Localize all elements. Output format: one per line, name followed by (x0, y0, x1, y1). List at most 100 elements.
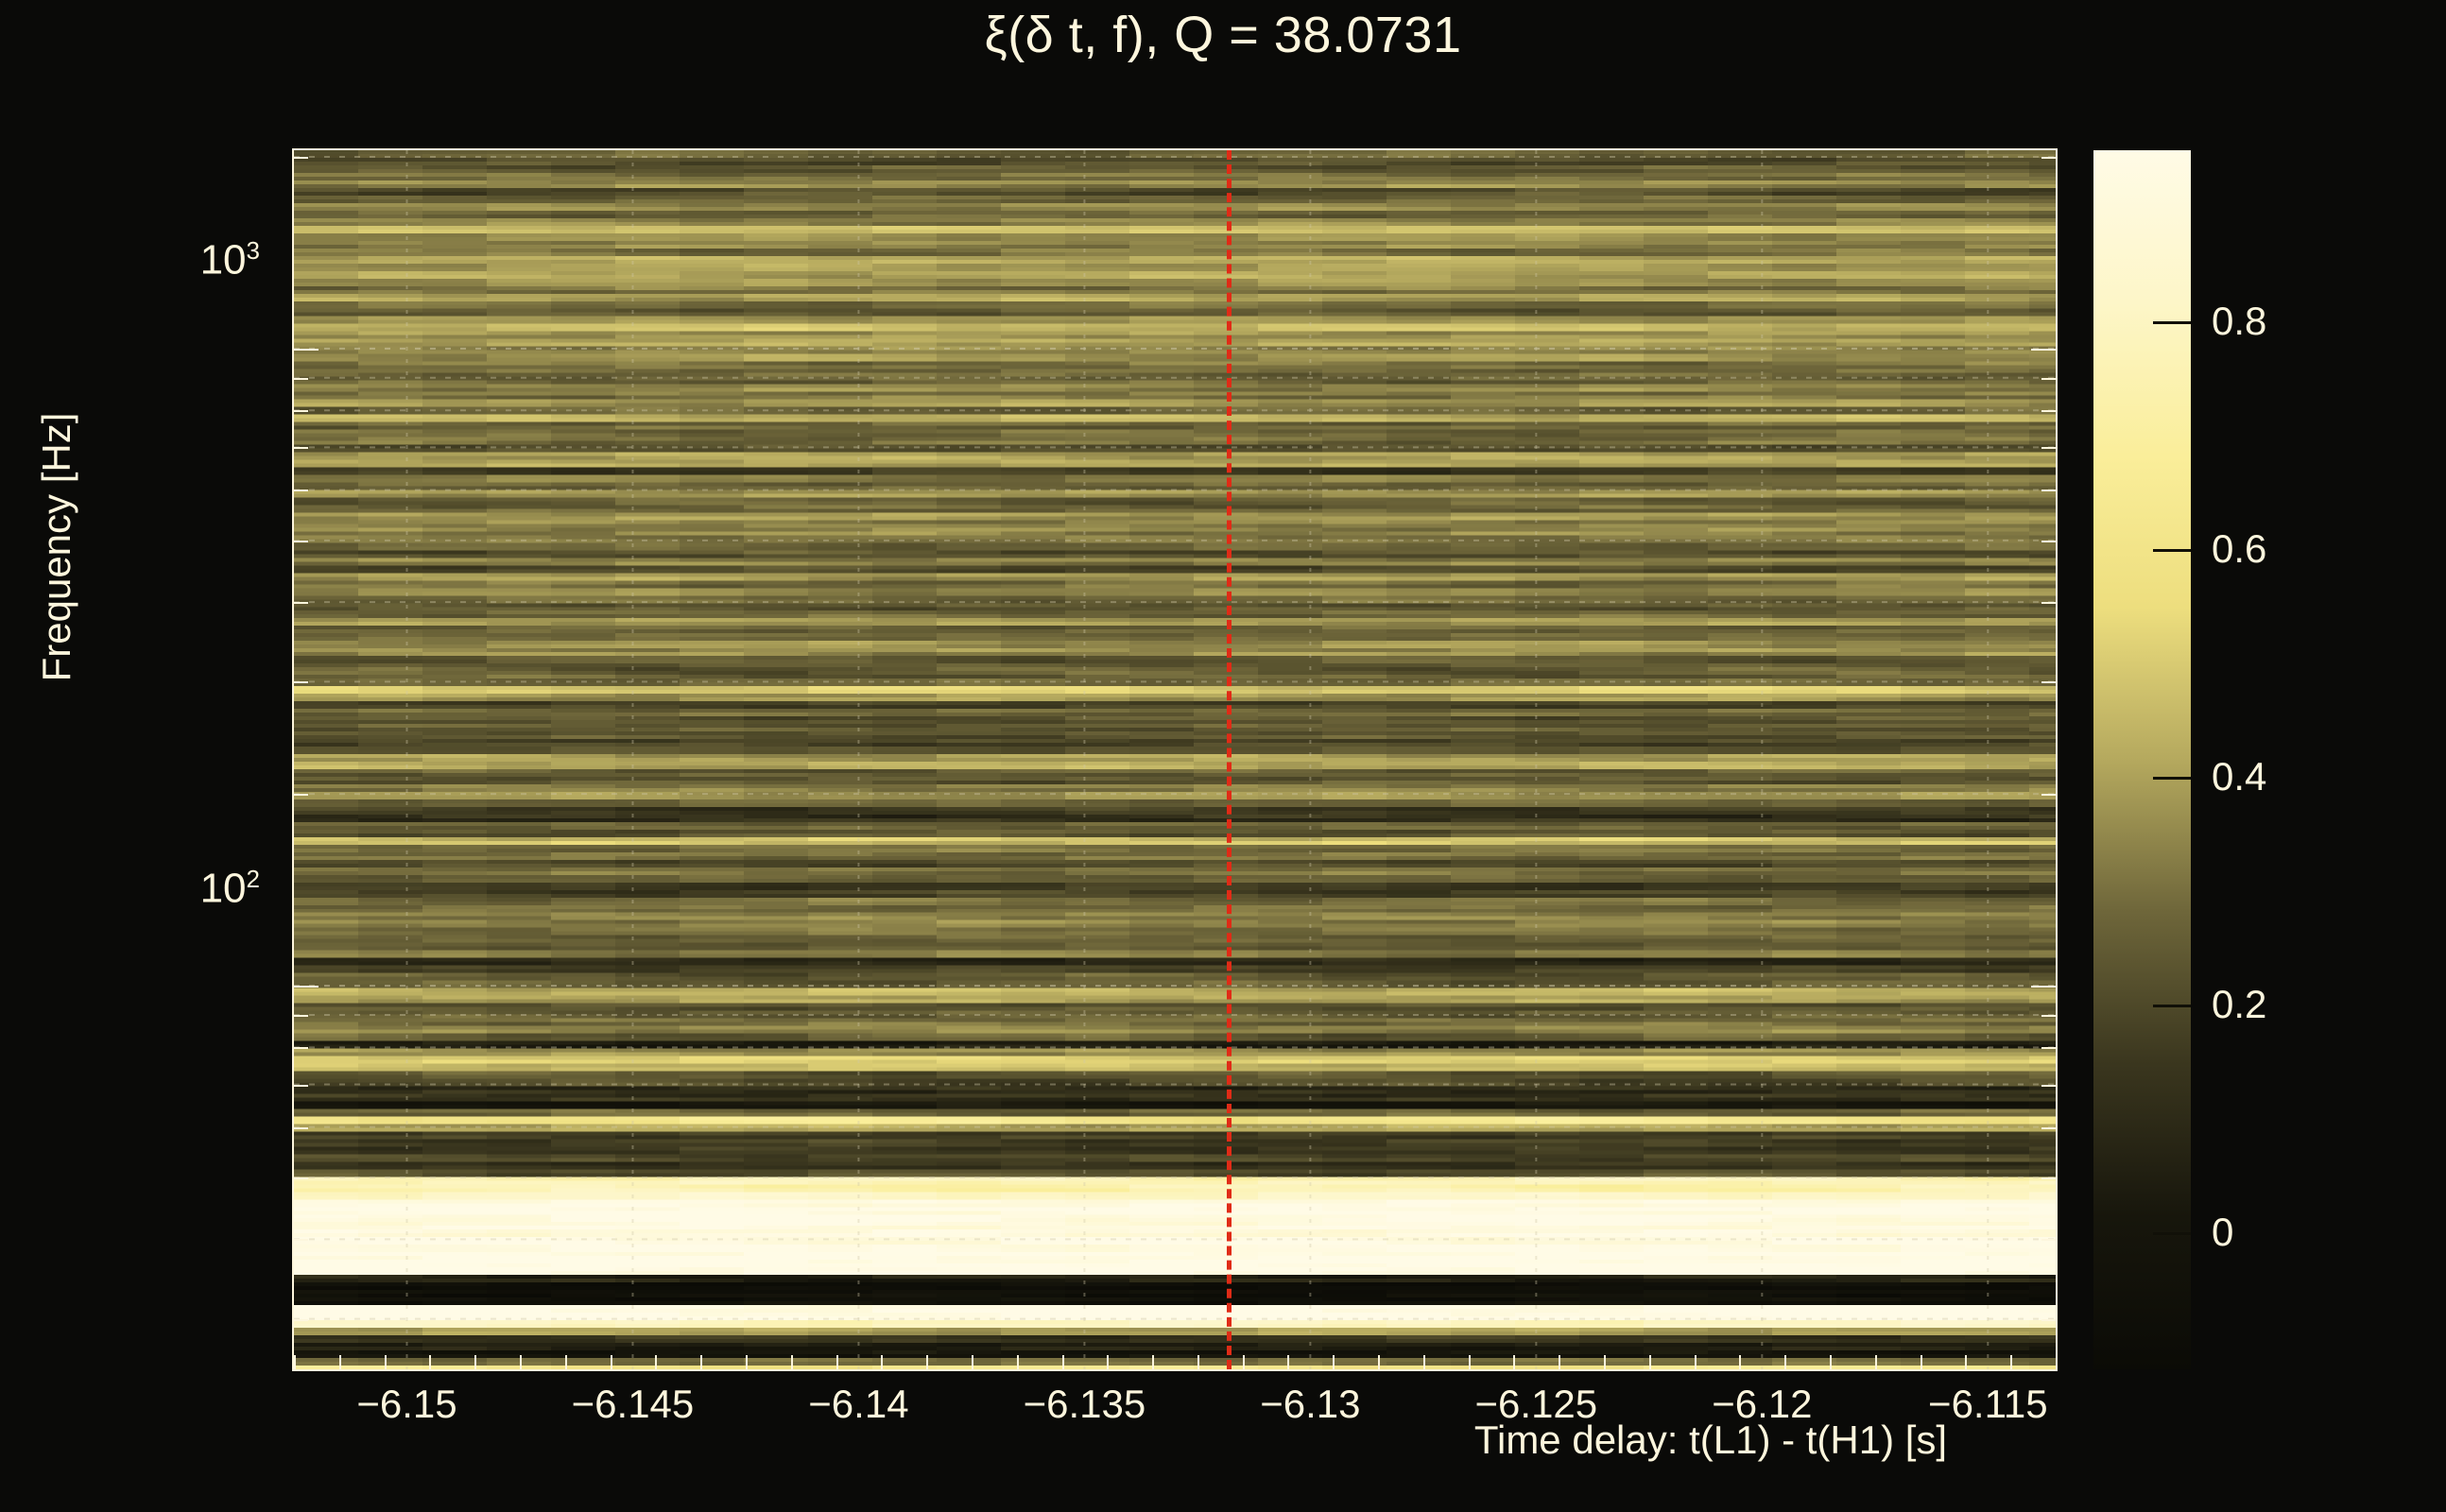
page-title: ξ(δ t, f), Q = 38.0731 (984, 7, 1462, 63)
y-minor-tick (294, 602, 308, 605)
y-minor-tick (294, 410, 308, 413)
x-tick-label: −6.135 (1023, 1382, 1146, 1426)
x-minor-tick (1694, 1355, 1697, 1369)
x-minor-tick (1739, 1355, 1742, 1369)
y-major-tick (294, 986, 319, 988)
x-tick-label: −6.125 (1474, 1382, 1598, 1426)
x-minor-tick (1513, 1355, 1516, 1369)
x-minor-tick (519, 1355, 522, 1369)
y-tick-right (2041, 410, 2056, 413)
heatmap-image (294, 150, 2056, 1369)
y-tick-right (2041, 1239, 2056, 1242)
colorbar-gradient (2093, 150, 2191, 1369)
y-minor-tick (294, 794, 308, 797)
y-tick-right (2031, 348, 2056, 351)
x-minor-tick (835, 1355, 838, 1369)
x-minor-tick (1378, 1355, 1381, 1369)
x-minor-tick (700, 1355, 703, 1369)
y-minor-tick (294, 156, 308, 159)
x-minor-tick (1604, 1355, 1607, 1369)
y-major-tick (294, 348, 319, 351)
x-minor-tick (1648, 1355, 1651, 1369)
colorbar[interactable]: 0.8 0.6 0.4 0.2 0 (2093, 150, 2266, 1369)
x-tick-label: −6.13 (1260, 1382, 1361, 1426)
y-minor-tick (294, 1084, 308, 1087)
colorbar-tick-label: 0.2 (2212, 982, 2267, 1027)
x-tick-label: −6.115 (1928, 1382, 2048, 1426)
x-minor-tick (1965, 1355, 1968, 1369)
x-axis-label: Time delay: t(L1) - t(H1) [s] (1473, 1418, 1948, 1462)
x-minor-tick (881, 1355, 884, 1369)
x-tick-label: −6.12 (1712, 1382, 1813, 1426)
y-tick-right (2041, 794, 2056, 797)
x-minor-tick (2056, 1355, 2058, 1369)
x-minor-tick (1422, 1355, 1425, 1369)
y-minor-tick (294, 681, 308, 684)
y-tick-right (2041, 377, 2056, 380)
y-tick-right (2041, 490, 2056, 492)
y-tick-right (2041, 1047, 2056, 1050)
x-minor-tick (1559, 1355, 1561, 1369)
x-minor-tick (1830, 1355, 1833, 1369)
x-minor-tick (1016, 1355, 1019, 1369)
y-tick-right (2041, 1177, 2056, 1180)
x-minor-tick (610, 1355, 612, 1369)
colorbar-tick (2153, 1005, 2191, 1008)
y-minor-tick (294, 1126, 308, 1129)
y-tick-right (2041, 1014, 2056, 1017)
y-minor-tick (294, 447, 308, 450)
spectrogram-plot-area[interactable] (294, 150, 2056, 1369)
x-minor-tick (1874, 1355, 1877, 1369)
y-tick-label-100: 102 (199, 865, 260, 912)
x-minor-tick (474, 1355, 477, 1369)
x-minor-tick (564, 1355, 567, 1369)
colorbar-tick (2153, 777, 2191, 781)
x-minor-tick (1197, 1355, 1199, 1369)
colorbar-tick (2153, 1232, 2191, 1236)
y-minor-tick (294, 540, 308, 542)
y-tick-right (2041, 1126, 2056, 1129)
y-minor-tick (294, 1239, 308, 1242)
x-tick-label: −6.145 (571, 1382, 695, 1426)
colorbar-tick (2153, 320, 2191, 324)
x-minor-tick (1061, 1355, 1064, 1369)
x-minor-tick (1287, 1355, 1290, 1369)
colorbar-tick-label: 0 (2212, 1210, 2234, 1255)
colorbar-tick-label: 0.6 (2212, 525, 2267, 571)
y-minor-tick (294, 377, 308, 380)
x-minor-tick (338, 1355, 341, 1369)
x-minor-tick (1333, 1355, 1335, 1369)
x-tick-label: −6.15 (356, 1382, 457, 1426)
x-minor-tick (384, 1355, 387, 1369)
colorbar-tick-label: 0.4 (2212, 754, 2267, 799)
x-minor-tick (1107, 1355, 1110, 1369)
x-minor-tick (926, 1355, 929, 1369)
x-minor-tick (1920, 1355, 1922, 1369)
y-minor-tick (294, 1177, 308, 1180)
y-tick-right (2031, 986, 2056, 988)
x-minor-tick (1152, 1355, 1155, 1369)
y-tick-right (2041, 540, 2056, 542)
y-tick-right (2041, 681, 2056, 684)
x-minor-tick (2010, 1355, 2013, 1369)
y-axis-label: Frequency [Hz] (34, 412, 78, 682)
y-tick-right (2041, 1318, 2056, 1321)
x-minor-tick (1468, 1355, 1471, 1369)
x-minor-tick (745, 1355, 748, 1369)
x-minor-tick (790, 1355, 793, 1369)
x-minor-tick (971, 1355, 973, 1369)
y-minor-tick (294, 490, 308, 492)
y-tick-right (2041, 447, 2056, 450)
y-tick-right (2041, 602, 2056, 605)
colorbar-tick (2153, 548, 2191, 552)
x-tick-label: −6.14 (808, 1382, 909, 1426)
x-minor-tick (655, 1355, 658, 1369)
y-minor-tick (294, 1047, 308, 1050)
y-minor-tick (294, 1014, 308, 1017)
y-tick-right (2041, 156, 2056, 159)
y-minor-tick (294, 1318, 308, 1321)
x-minor-tick (1242, 1355, 1245, 1369)
x-minor-tick (429, 1355, 432, 1369)
x-minor-tick (294, 1355, 296, 1369)
